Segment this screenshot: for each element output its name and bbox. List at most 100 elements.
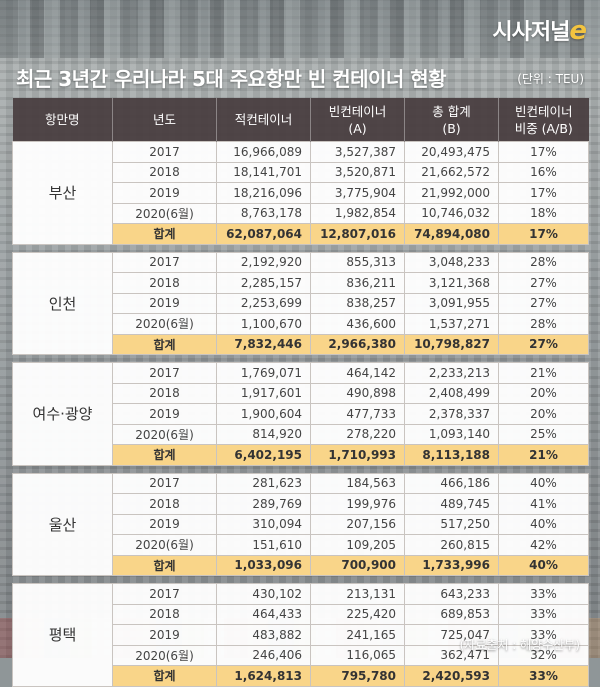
total-cell: 10,798,827 (404, 333, 499, 355)
total-cell: 1,093,140 (404, 423, 499, 445)
table-row: 2020(6월) 814,920 278,220 1,093,140 25% (13, 423, 589, 445)
loaded-cell: 1,769,071 (216, 362, 311, 384)
empty-cell: 700,900 (310, 554, 405, 576)
year-cell: 합계 (112, 444, 217, 466)
page-title: 최근 3년간 우리나라 5대 주요항만 빈 컨테이너 현황 (16, 67, 447, 91)
loaded-cell: 430,102 (216, 583, 311, 605)
year-cell: 2018 (112, 272, 217, 294)
loaded-cell: 1,900,604 (216, 403, 311, 425)
total-cell: 20,493,475 (404, 141, 499, 163)
loaded-cell: 281,623 (216, 472, 311, 494)
year-cell: 2018 (112, 382, 217, 404)
year-cell: 2017 (112, 362, 217, 384)
empty-cell: 436,600 (310, 313, 405, 335)
total-cell: 260,815 (404, 534, 499, 556)
loaded-cell: 1,100,670 (216, 313, 311, 335)
table-row: 2019 1,900,604 477,733 2,378,337 20% (13, 403, 589, 425)
loaded-cell: 2,253,699 (216, 292, 311, 314)
loaded-cell: 16,966,089 (216, 141, 311, 163)
ratio-cell: 27% (498, 292, 589, 314)
loaded-cell: 7,832,446 (216, 333, 311, 355)
loaded-cell: 310,094 (216, 513, 311, 535)
total-cell: 2,378,337 (404, 403, 499, 425)
total-cell: 2,408,499 (404, 382, 499, 404)
ratio-cell: 41% (498, 493, 589, 515)
empty-cell: 1,710,993 (310, 444, 405, 466)
total-cell: 3,121,368 (404, 272, 499, 294)
unit-label: (단위 : TEU) (517, 72, 584, 86)
table-header: 항만명 년도 적컨테이너 빈컨테이너 (A) 총 합계 (B) 빈컨테이너 비중 (A… (12, 98, 589, 142)
total-cell: 8,113,188 (404, 444, 499, 466)
empty-cell: 225,420 (310, 603, 405, 625)
table-row: 2018 2,285,157 836,211 3,121,368 27% (13, 272, 589, 294)
total-row: 합계 7,832,446 2,966,380 10,798,827 27% (13, 333, 589, 355)
total-cell: 466,186 (404, 472, 499, 494)
year-cell: 2019 (112, 292, 217, 314)
year-cell: 합계 (112, 223, 217, 245)
year-cell: 2019 (112, 624, 217, 646)
table-row: 2018 464,433 225,420 689,853 33% (13, 603, 589, 625)
empty-cell: 184,563 (310, 472, 405, 494)
empty-cell: 3,520,871 (310, 161, 405, 183)
table-row: 2018 18,141,701 3,520,871 21,662,572 16% (13, 161, 589, 183)
total-row: 합계 62,087,064 12,807,016 74,894,080 17% (13, 223, 589, 245)
table-row: 2019 2,253,699 838,257 3,091,955 27% (13, 292, 589, 314)
container-table: 항만명 년도 적컨테이너 빈컨테이너 (A) 총 합계 (B) 빈컨테이너 비중 (A… (12, 98, 589, 687)
total-cell: 689,853 (404, 603, 499, 625)
ratio-cell: 40% (498, 554, 589, 576)
sisajournal-logo: 시사저널e (492, 16, 587, 46)
ratio-cell: 20% (498, 382, 589, 404)
ratio-cell: 40% (498, 513, 589, 535)
total-row: 합계 6,402,195 1,710,993 8,113,188 21% (13, 444, 589, 466)
total-cell: 643,233 (404, 583, 499, 605)
empty-cell: 3,527,387 (310, 141, 405, 163)
year-cell: 2019 (112, 182, 217, 204)
table-row: 울산 2017 281,623 184,563 466,186 40% (12, 472, 589, 576)
section-gap (13, 355, 589, 363)
ratio-cell: 21% (498, 362, 589, 384)
loaded-cell: 18,216,096 (216, 182, 311, 204)
year-cell: 2019 (112, 403, 217, 425)
loaded-cell: 6,402,195 (216, 444, 311, 466)
year-cell: 합계 (112, 554, 217, 576)
loaded-cell: 8,763,178 (216, 202, 311, 224)
ratio-cell: 40% (498, 472, 589, 494)
total-cell: 21,662,572 (404, 161, 499, 183)
total-cell: 489,745 (404, 493, 499, 515)
port-name: 인천 (12, 251, 113, 355)
ratio-cell: 17% (498, 223, 589, 245)
total-cell: 74,894,080 (404, 223, 499, 245)
empty-cell: 199,976 (310, 493, 405, 515)
ratio-cell: 27% (498, 333, 589, 355)
year-cell: 2018 (112, 161, 217, 183)
empty-cell: 477,733 (310, 403, 405, 425)
section-gap (13, 244, 589, 252)
header-port: 항만명 (12, 98, 113, 142)
ratio-cell: 21% (498, 444, 589, 466)
empty-cell: 213,131 (310, 583, 405, 605)
ratio-cell: 33% (498, 665, 589, 687)
year-cell: 2017 (112, 472, 217, 494)
total-cell: 10,746,032 (404, 202, 499, 224)
table-row: 2019 18,216,096 3,775,904 21,992,000 17% (13, 182, 589, 204)
year-cell: 합계 (112, 665, 217, 687)
year-cell: 2018 (112, 493, 217, 515)
table-row: 2019 310,094 207,156 517,250 40% (13, 513, 589, 535)
loaded-cell: 464,433 (216, 603, 311, 625)
year-cell: 2020(6월) (112, 644, 217, 666)
empty-cell: 3,775,904 (310, 182, 405, 204)
table-row: 인천 2017 2,192,920 855,313 3,048,233 28% (12, 251, 589, 355)
total-cell: 517,250 (404, 513, 499, 535)
year-cell: 2019 (112, 513, 217, 535)
total-cell: 21,992,000 (404, 182, 499, 204)
empty-cell: 855,313 (310, 251, 405, 273)
header-year: 년도 (112, 98, 217, 142)
year-cell: 2017 (112, 583, 217, 605)
port-name: 울산 (12, 472, 113, 576)
total-cell: 1,733,996 (404, 554, 499, 576)
loaded-cell: 289,769 (216, 493, 311, 515)
ratio-cell: 20% (498, 403, 589, 425)
total-cell: 2,233,213 (404, 362, 499, 384)
loaded-cell: 246,406 (216, 644, 311, 666)
section-gap (13, 576, 589, 584)
